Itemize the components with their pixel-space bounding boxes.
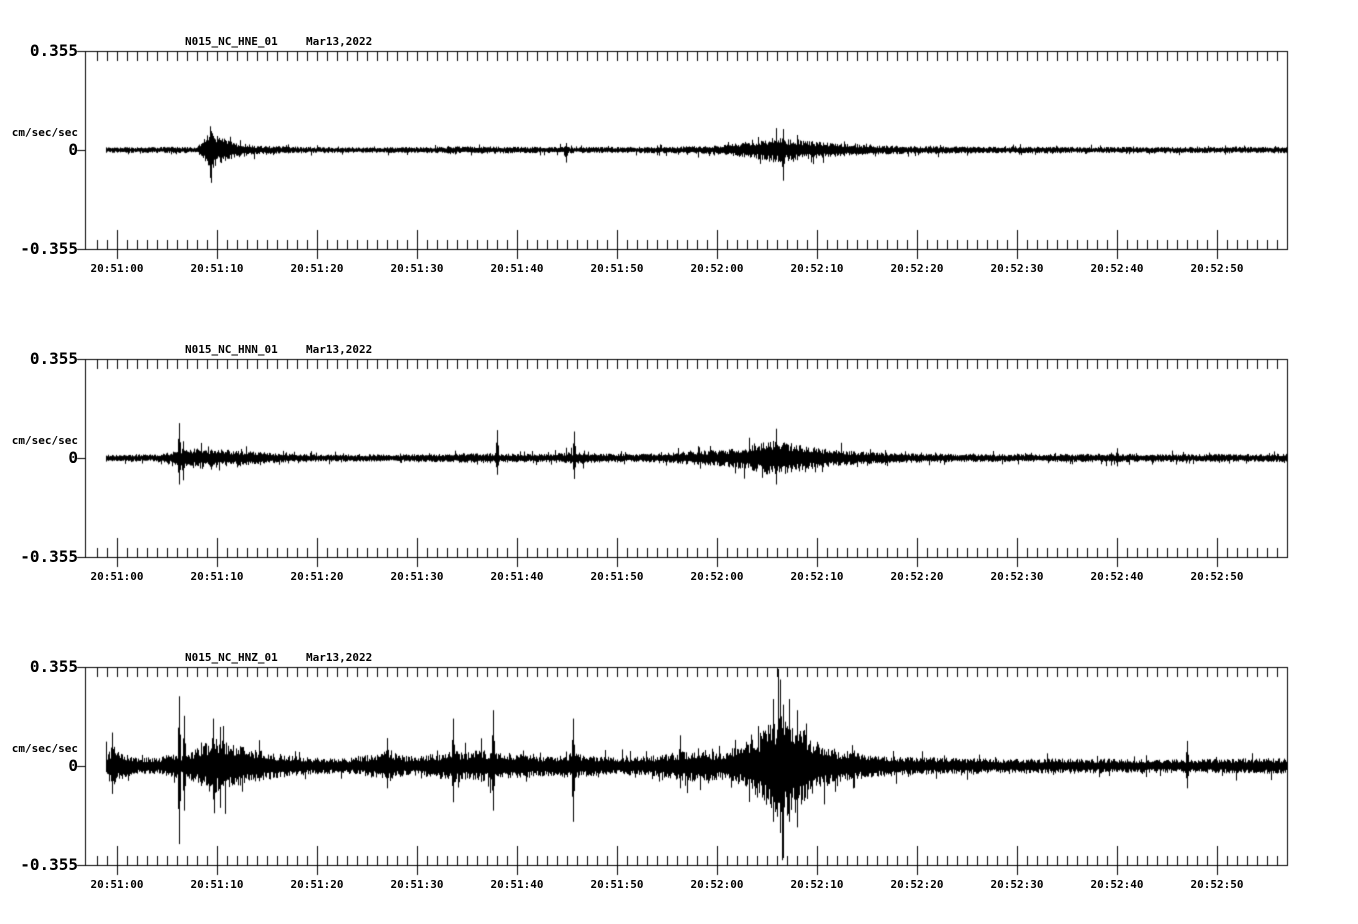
x-axis-tick-label: 20:52:40: [1090, 878, 1144, 891]
x-axis-tick-label: 20:51:10: [190, 262, 244, 275]
y-axis-tick-label-max: 0.355: [29, 657, 78, 676]
y-axis-units-label: cm/sec/sec: [11, 434, 78, 447]
x-axis-tick-label: 20:51:30: [390, 878, 444, 891]
x-axis-tick-label: 20:52:00: [690, 262, 744, 275]
x-axis-tick-label: 20:52:50: [1190, 878, 1244, 891]
panel-title-station: N015_NC_HNN_01: [185, 343, 278, 356]
panel-title-date: Mar13,2022: [306, 35, 373, 48]
x-axis-tick-label: 20:52:20: [890, 262, 944, 275]
x-axis-tick-label: 20:52:30: [990, 262, 1044, 275]
y-axis-tick-label-zero: 0: [68, 140, 78, 159]
x-axis-tick-label: 20:51:30: [390, 262, 444, 275]
x-axis-tick-label: 20:52:10: [790, 878, 844, 891]
x-axis-tick-label: 20:51:00: [90, 878, 144, 891]
x-axis-tick-label: 20:51:50: [590, 262, 644, 275]
x-axis-tick-label: 20:51:20: [290, 262, 344, 275]
x-axis-tick-label: 20:51:20: [290, 878, 344, 891]
y-axis-tick-label-min: -0.355: [20, 547, 78, 566]
panel-title-date: Mar13,2022: [306, 343, 373, 356]
x-axis-tick-label: 20:52:50: [1190, 570, 1244, 583]
x-axis-tick-label: 20:51:40: [490, 878, 544, 891]
panel-title-station: N015_NC_HNZ_01: [185, 651, 278, 664]
x-axis-tick-label: 20:51:20: [290, 570, 344, 583]
x-axis-tick-label: 20:52:20: [890, 570, 944, 583]
y-axis-units-label: cm/sec/sec: [11, 126, 78, 139]
y-axis-tick-label-zero: 0: [68, 756, 78, 775]
y-axis-tick-label-min: -0.355: [20, 239, 78, 258]
y-axis-units-label: cm/sec/sec: [11, 742, 78, 755]
x-axis-tick-label: 20:52:10: [790, 262, 844, 275]
x-axis-tick-label: 20:52:30: [990, 878, 1044, 891]
x-axis-tick-label: 20:52:40: [1090, 262, 1144, 275]
x-axis-tick-label: 20:52:10: [790, 570, 844, 583]
y-axis-tick-label-zero: 0: [68, 448, 78, 467]
x-axis-tick-label: 20:52:00: [690, 570, 744, 583]
x-axis-tick-label: 20:52:00: [690, 878, 744, 891]
x-axis-tick-label: 20:51:00: [90, 262, 144, 275]
x-axis-tick-label: 20:52:40: [1090, 570, 1144, 583]
y-axis-tick-label-max: 0.355: [29, 41, 78, 60]
x-axis-tick-label: 20:51:50: [590, 570, 644, 583]
panel-title-date: Mar13,2022: [306, 651, 373, 664]
y-axis-tick-label-min: -0.355: [20, 855, 78, 874]
x-axis-tick-label: 20:51:10: [190, 570, 244, 583]
x-axis-tick-label: 20:51:40: [490, 262, 544, 275]
x-axis-tick-label: 20:52:50: [1190, 262, 1244, 275]
y-axis-tick-label-max: 0.355: [29, 349, 78, 368]
x-axis-tick-label: 20:52:20: [890, 878, 944, 891]
x-axis-tick-label: 20:51:00: [90, 570, 144, 583]
x-axis-tick-label: 20:52:30: [990, 570, 1044, 583]
panel-title-station: N015_NC_HNE_01: [185, 35, 278, 48]
x-axis-tick-label: 20:51:30: [390, 570, 444, 583]
x-axis-tick-label: 20:51:50: [590, 878, 644, 891]
x-axis-tick-label: 20:51:40: [490, 570, 544, 583]
x-axis-tick-label: 20:51:10: [190, 878, 244, 891]
